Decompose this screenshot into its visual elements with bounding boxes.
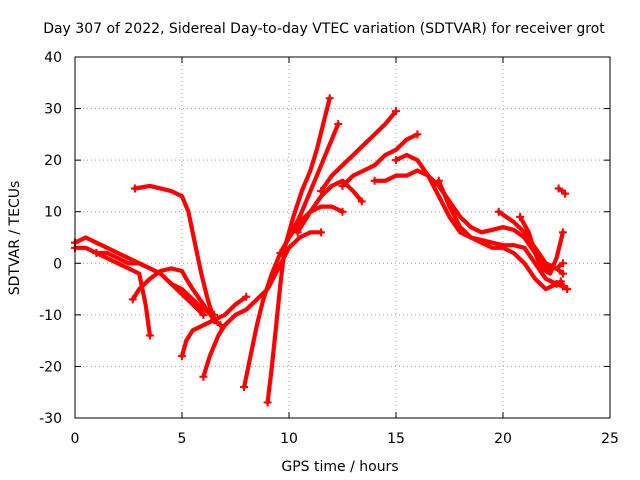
end-marker-trace-7 — [317, 228, 326, 237]
end-marker-trace-9 — [325, 94, 334, 103]
series-trace-4 — [130, 266, 217, 323]
axis-ticks: 0 5 10 15 20 25 -30 -20 -10 0 10 20 30 40 — [39, 50, 619, 447]
plot-frame — [74, 56, 611, 419]
start-marker-trace-5 — [130, 184, 139, 193]
end-marker-trace-20 — [563, 285, 572, 294]
start-marker-trace-16 — [434, 176, 443, 185]
end-marker-trace-2 — [145, 331, 154, 340]
series-trace-2 — [72, 245, 152, 338]
series-trace-11 — [295, 178, 364, 235]
end-marker-trace-10 — [338, 207, 347, 216]
y-tick-label: -20 — [39, 359, 62, 375]
start-marker-trace-14 — [370, 176, 379, 185]
start-marker-trace-13 — [338, 181, 347, 190]
y-tick-label: 30 — [44, 102, 62, 118]
series-trace-13 — [340, 132, 420, 188]
start-marker-trace-7 — [199, 372, 208, 381]
series-trace-8 — [242, 121, 341, 390]
start-marker-trace-20 — [556, 277, 565, 286]
start-marker-trace-6 — [178, 352, 186, 361]
end-marker-trace-16 — [552, 279, 561, 288]
y-tick-label: 10 — [44, 205, 62, 221]
series-trace-7 — [201, 230, 324, 379]
end-marker-trace-19 — [561, 189, 570, 198]
start-marker-trace-12 — [317, 187, 326, 196]
start-marker-trace-15 — [392, 156, 400, 165]
y-tick-label: 20 — [44, 153, 62, 169]
start-marker-trace-11 — [293, 228, 302, 237]
end-marker-trace-6 — [242, 292, 251, 301]
end-marker-trace-12 — [392, 107, 400, 116]
series-trace-3 — [94, 250, 206, 317]
start-marker-trace-19 — [554, 184, 563, 193]
start-marker-trace-8 — [240, 383, 249, 392]
x-axis-label: GPS time / hours — [281, 459, 398, 475]
data-series — [71, 94, 572, 407]
series-trace-6 — [179, 294, 249, 359]
start-marker-trace-4 — [128, 295, 137, 304]
series-trace-5 — [132, 183, 223, 328]
x-tick-label: 5 — [178, 431, 187, 447]
series-trace-18 — [518, 214, 565, 276]
y-tick-label: 0 — [53, 256, 62, 272]
series-trace-16 — [436, 178, 559, 292]
y-tick-label: -30 — [39, 411, 62, 427]
y-tick-label: 40 — [44, 50, 62, 66]
y-axis-label: SDTVAR / TECUs — [7, 181, 23, 296]
series-trace-9 — [265, 96, 332, 405]
end-marker-trace-13 — [413, 130, 422, 139]
end-marker-trace-17 — [558, 269, 567, 278]
x-tick-label: 0 — [71, 431, 80, 447]
x-tick-label: 20 — [494, 431, 512, 447]
series-trace-15 — [393, 152, 565, 289]
end-marker-trace-14 — [558, 259, 567, 268]
end-marker-trace-18 — [558, 228, 567, 237]
end-marker-trace-8 — [334, 120, 343, 129]
end-marker-trace-3 — [199, 310, 208, 319]
start-marker-trace-3 — [92, 248, 101, 257]
x-tick-label: 15 — [387, 431, 405, 447]
y-tick-label: -10 — [39, 308, 62, 324]
x-tick-label: 10 — [280, 431, 298, 447]
start-marker-trace-9 — [263, 398, 272, 407]
x-tick-label: 25 — [601, 431, 619, 447]
start-marker-trace-18 — [516, 212, 525, 221]
start-marker-trace-10 — [276, 248, 285, 257]
series-trace-12 — [319, 109, 399, 194]
chart-title: Day 307 of 2022, Sidereal Day-to-day VTE… — [43, 21, 605, 37]
end-marker-trace-11 — [357, 197, 366, 206]
start-marker-trace-17 — [494, 207, 503, 216]
